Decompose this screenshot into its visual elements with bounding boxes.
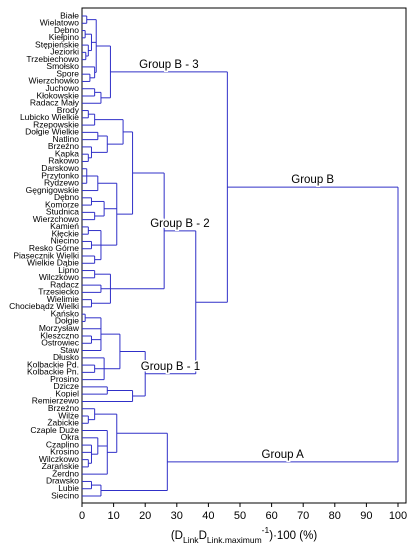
leaf-label: Wilże [58, 410, 79, 420]
leaf-label: Jeziorki [50, 47, 79, 57]
group-label: Group B [291, 174, 334, 186]
leaf-label: Siecino [51, 490, 79, 500]
leaf-label: Kleszczno [40, 330, 79, 340]
leaf-label: Żabickie [47, 418, 79, 428]
x-axis-title-part: Link.maximum [207, 535, 262, 545]
leaf-label: Remierzewo [32, 396, 80, 406]
leaf-label: Wielatowo [40, 18, 79, 28]
leaf-label: Kolbackie Pn. [27, 367, 79, 377]
leaf-label: Radacz Mały [30, 98, 80, 108]
leaf-label: Morzysław [39, 323, 80, 333]
leaf-label: Brzeźno [48, 141, 79, 151]
leaf-label: Rydzewo [44, 178, 79, 188]
x-tick-label: 0 [79, 510, 85, 522]
leaf-label: Chociebądz Wielki [9, 301, 79, 311]
leaf-label: Drawsko [46, 476, 79, 486]
leaf-label: Rzepowskie [33, 119, 79, 129]
leaf-label: Czaplino [46, 439, 79, 449]
leaf-label: Przytonko [41, 170, 79, 180]
leaf-label: Lipno [58, 265, 79, 275]
leaf-label: Rakowo [48, 156, 79, 166]
leaf-label: Kolbackie Pd. [27, 359, 79, 369]
leaf-label: Dębno [54, 192, 79, 202]
leaf-label: Darskowo [41, 163, 79, 173]
group-label: Group B - 3 [139, 59, 198, 71]
leaf-label: Wierzchowo [33, 214, 80, 224]
x-tick-label: 100 [389, 510, 407, 522]
x-tick-label: 60 [265, 510, 277, 522]
x-tick-label: 20 [139, 510, 151, 522]
leaf-label: Kiełpino [49, 32, 80, 42]
leaf-label: Juchowo [45, 83, 79, 93]
leaf-label: Staw [60, 345, 80, 355]
x-tick-label: 80 [329, 510, 341, 522]
leaf-label: Kopiel [55, 388, 79, 398]
leaf-label: Trzebiechowo [26, 54, 79, 64]
x-axis-title-part: Link [183, 535, 199, 545]
plot-frame [81, 7, 407, 504]
leaf-label: Brody [57, 105, 80, 115]
leaf-label: Prosino [50, 374, 79, 384]
leaf-label: Spore [56, 68, 79, 78]
leaf-label: Krosino [50, 447, 79, 457]
x-tick-label: 30 [171, 510, 183, 522]
leaf-label: Wielkie Dąbie [27, 258, 79, 268]
leaf-label: Stępieńskie [35, 39, 79, 49]
x-axis-title-part: -1 [262, 525, 270, 535]
leaf-label: Kłokowskie [36, 90, 79, 100]
leaf-label: Brzeźno [48, 403, 79, 413]
leaf-label: Wilczkowo [39, 454, 79, 464]
leaf-label: Niecino [51, 236, 80, 246]
leaf-label: Kapka [55, 148, 79, 158]
x-tick-label: 90 [360, 510, 372, 522]
group-label: Group B - 1 [141, 361, 200, 373]
leaf-label: Radacz [50, 279, 79, 289]
leaf-label: Komorze [45, 199, 79, 209]
leaf-label: Piasecznik Wielki [13, 250, 79, 260]
leaf-label: Kańsko [51, 308, 80, 318]
leaf-label: Zarańskie [42, 461, 80, 471]
leaf-label: Wierzchowko [28, 76, 79, 86]
leaf-label: Dołgie Wielkie [25, 127, 79, 137]
leaf-label: Czaple Duże [30, 425, 79, 435]
leaf-label: Ostrowiec [41, 338, 80, 348]
leaf-label: Trzesiecko [38, 287, 79, 297]
leaf-label: Okra [61, 432, 80, 442]
leaf-label: Dzicze [53, 381, 79, 391]
leaf-label: Kłęckie [52, 228, 80, 238]
x-axis-title-part: )·100 (%) [269, 530, 317, 542]
x-tick-label: 10 [107, 510, 119, 522]
x-axis-title-part: (D [171, 530, 183, 542]
leaf-label: Lubie [58, 483, 79, 493]
leaf-label: Żerdno [52, 468, 79, 478]
group-label: Group A [262, 449, 305, 461]
x-axis-title-part: D [199, 530, 207, 542]
x-tick-label: 50 [234, 510, 246, 522]
x-tick-label: 70 [297, 510, 309, 522]
leaf-label: Smołsko [46, 61, 79, 71]
leaf-label: Wilczkowo [39, 272, 79, 282]
leaf-label: Natlino [53, 134, 80, 144]
leaf-label: Gęgnigowskie [26, 185, 80, 195]
group-label: Group B - 2 [150, 218, 209, 230]
leaf-label: Lubicko Wielkie [20, 112, 79, 122]
leaf-label: Studnica [46, 207, 79, 217]
leaf-label: Białe [60, 10, 79, 20]
leaf-label: Dłusko [53, 352, 79, 362]
x-tick-label: 40 [202, 510, 214, 522]
leaf-label: Dębno [54, 25, 79, 35]
leaf-label: Wielimie [47, 294, 79, 304]
x-axis-title: (DLinkDLink.maximum-1)·100 (%) [171, 525, 318, 545]
leaf-label: Resko Górne [29, 243, 79, 253]
leaf-label: Kamień [50, 221, 79, 231]
leaf-label: Dołgie [55, 316, 79, 326]
